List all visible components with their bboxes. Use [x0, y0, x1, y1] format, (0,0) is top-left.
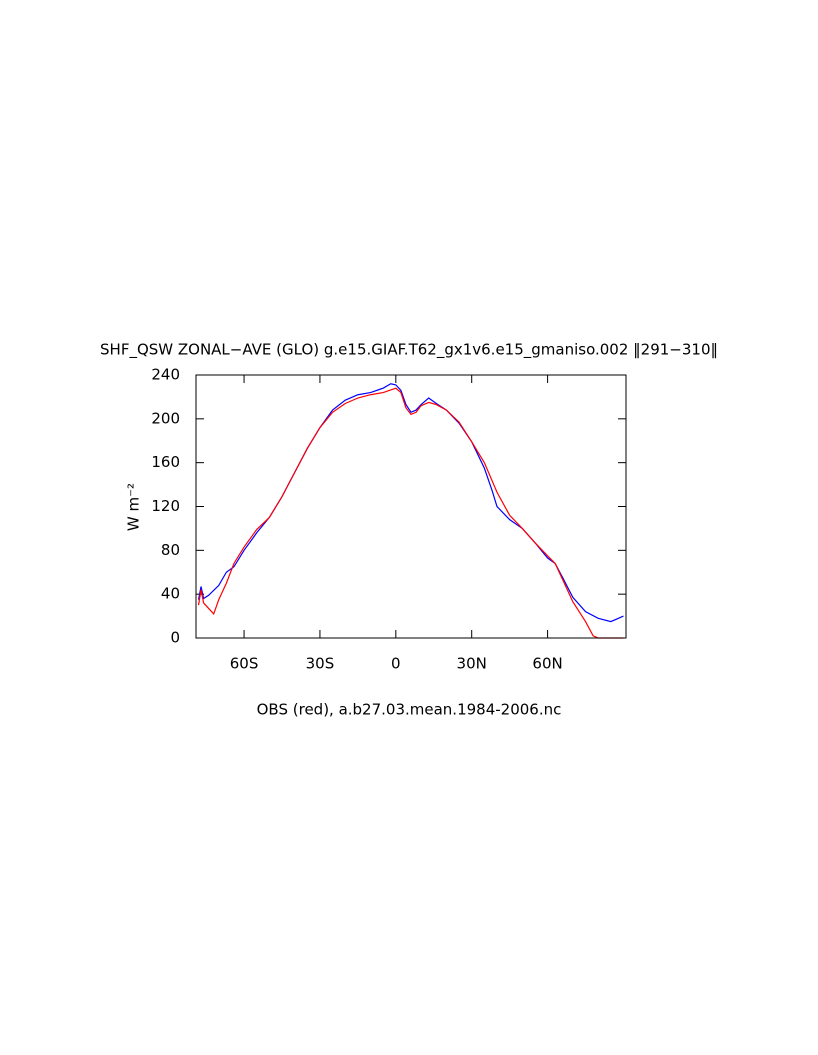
- y-tick-label: 200: [151, 409, 180, 427]
- y-tick-label: 120: [151, 497, 180, 515]
- x-axis-label: OBS (red), a.b27.03.mean.1984-2006.nc: [257, 701, 562, 719]
- x-tick-label: 60S: [230, 655, 259, 673]
- chart-title: SHF_QSW ZONAL−AVE (GLO) g.e15.GIAF.T62_g…: [100, 341, 718, 360]
- data-line: [197, 387, 624, 639]
- y-tick-label: 80: [161, 541, 180, 559]
- y-axis-label: W m⁻²: [125, 483, 143, 531]
- y-tick-label: 160: [151, 453, 180, 471]
- x-tick-label: 30S: [306, 655, 335, 673]
- y-tick-label: 240: [151, 366, 180, 384]
- x-tick-label: 0: [391, 655, 401, 673]
- y-tick-label: 40: [161, 585, 180, 603]
- x-tick-label: 30N: [457, 655, 487, 673]
- plot-frame: [195, 374, 627, 639]
- x-tick-label: 60N: [532, 655, 562, 673]
- data-line: [197, 383, 624, 623]
- y-tick-label: 0: [170, 629, 180, 647]
